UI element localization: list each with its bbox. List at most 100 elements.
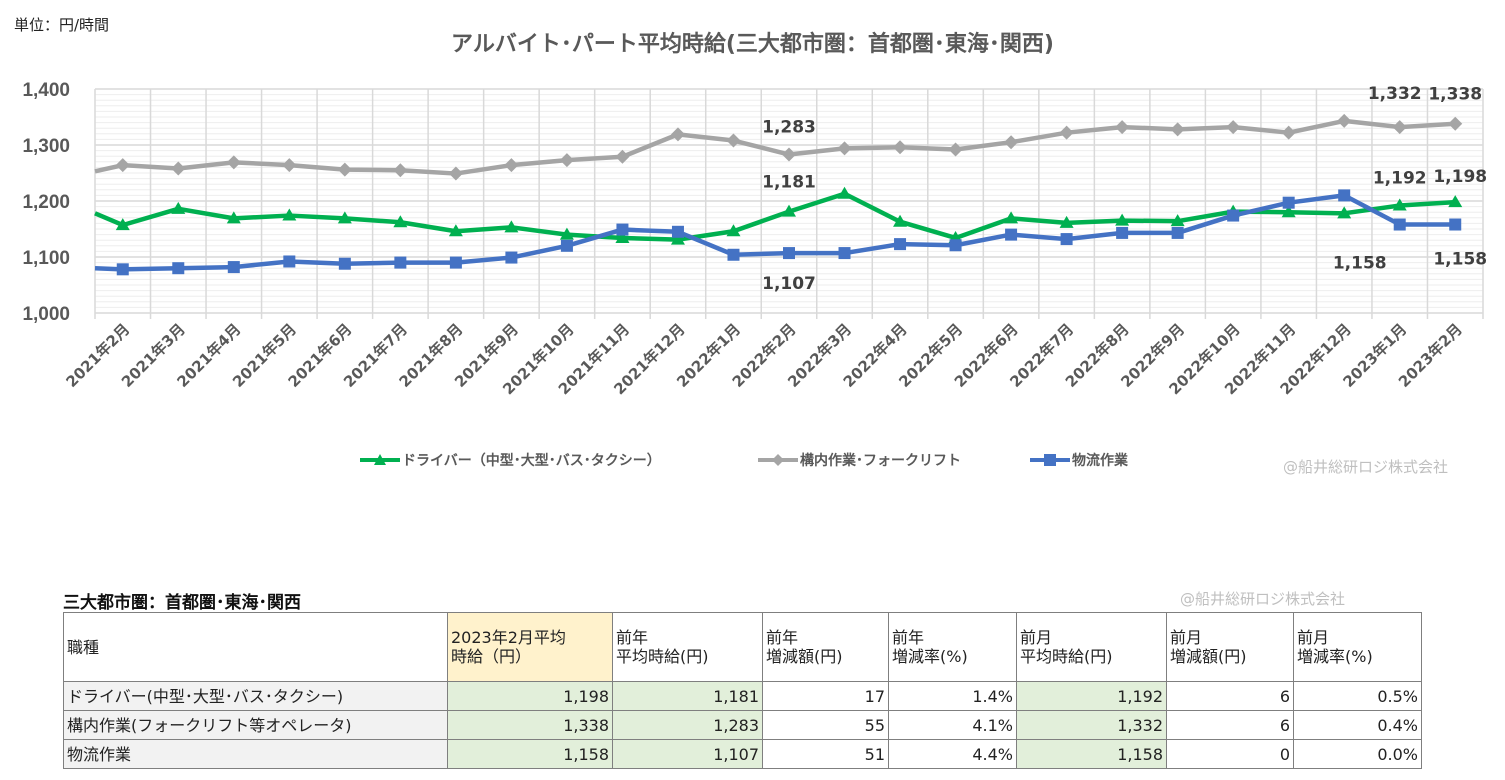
data-point-triangle [171, 201, 186, 214]
series-line [94, 118, 1456, 176]
value-cell: 1,338 [447, 710, 613, 740]
data-point-square [1171, 226, 1184, 239]
data-point-square [283, 255, 296, 268]
data-point-square [449, 256, 462, 269]
table-header-row: 職種 2023年2月平均 時給（円） 前年 平均時給(円) 前年 増減額(円) … [63, 612, 1422, 682]
data-point-diamond [1170, 122, 1185, 137]
data-point-square [1227, 209, 1240, 222]
data-point-triangle [1392, 198, 1407, 211]
data-point-square [116, 263, 129, 276]
value-cell: 0.0% [1293, 739, 1422, 769]
data-label: 1,158 [1433, 250, 1487, 270]
data-point-triangle [337, 211, 352, 224]
data-point-square [1005, 228, 1018, 241]
data-point-diamond [1226, 120, 1241, 135]
data-point-triangle [226, 211, 241, 224]
job-type-cell: 物流作業 [63, 739, 448, 769]
value-cell: 1,283 [612, 710, 763, 740]
data-point-diamond [337, 162, 352, 177]
data-label: 1,332 [1368, 84, 1422, 104]
data-point-diamond [837, 141, 852, 156]
data-point-diamond [1115, 120, 1130, 135]
data-point-diamond [504, 158, 519, 173]
table-row: 構内作業(フォークリフト等オペレータ) 1,338 1,283 55 4.1% 1,332… [63, 710, 1422, 740]
data-point-square [671, 225, 684, 238]
data-point-triangle [559, 227, 574, 240]
data-point-triangle [504, 220, 519, 233]
data-point-square [727, 248, 740, 261]
data-point-triangle [1281, 205, 1296, 218]
value-cell: 4.4% [888, 739, 1017, 769]
data-label: 1,283 [762, 118, 816, 138]
data-label: 1,158 [1333, 254, 1387, 274]
unit-label: 単位：円/時間 [14, 16, 110, 34]
data-point-diamond [115, 158, 130, 173]
value-cell: 51 [762, 739, 889, 769]
data-point-diamond [226, 155, 241, 170]
data-point-triangle [115, 218, 130, 231]
legend-item-logistics: 物流作業 [1028, 450, 1128, 470]
data-point-square [783, 247, 795, 260]
data-point-square [505, 251, 518, 264]
data-point-triangle [1448, 195, 1463, 208]
data-point-square [394, 256, 407, 269]
legend-triangle-icon [360, 454, 400, 465]
value-cell: 6 [1166, 681, 1294, 711]
data-point-diamond [615, 149, 630, 164]
data-point-square [1338, 189, 1351, 202]
table-row: 物流作業 1,158 1,107 51 4.4% 1,158 0 0.0% [63, 739, 1422, 769]
value-cell: 1.4% [888, 681, 1017, 711]
value-cell: 0 [1166, 739, 1294, 769]
y-tick-label: 1,200 [22, 192, 70, 213]
data-point-diamond [1281, 125, 1296, 140]
data-point-diamond [726, 133, 741, 148]
data-label: 1,198 [1433, 167, 1487, 187]
value-cell: 1,158 [1016, 739, 1167, 769]
data-point-square [560, 239, 573, 252]
header-cell: 2023年2月平均 時給（円） [447, 612, 613, 682]
header-cell: 前月 増減額(円) [1166, 612, 1294, 682]
data-point-diamond [782, 147, 796, 162]
header-cell: 前年 増減率(%) [888, 612, 1017, 682]
y-tick-label: 1,000 [22, 304, 70, 325]
header-cell: 職種 [63, 612, 448, 682]
y-tick-label: 1,300 [22, 136, 70, 157]
data-point-triangle [448, 224, 463, 237]
data-point-diamond [171, 161, 186, 176]
value-cell: 17 [762, 681, 889, 711]
data-point-square [1060, 233, 1073, 246]
chart-credit: @船井総研ロジ株式会社 [1283, 458, 1449, 476]
data-point-triangle [1337, 206, 1352, 219]
data-point-triangle [837, 186, 852, 199]
legend-item-driver: ドライバー（中型･大型･バス･タクシー） [358, 450, 661, 470]
legend-square-icon [1030, 454, 1070, 466]
data-point-diamond [282, 158, 297, 173]
data-label: 1,181 [762, 173, 816, 193]
header-cell: 前月 平均時給(円) [1016, 612, 1167, 682]
data-point-diamond [893, 140, 908, 155]
value-cell: 1,198 [447, 681, 613, 711]
data-point-triangle [782, 204, 796, 217]
data-point-triangle [893, 214, 908, 227]
data-point-triangle [282, 208, 297, 221]
data-point-triangle [1004, 211, 1019, 224]
legend-diamond-icon [758, 454, 798, 466]
value-cell: 55 [762, 710, 889, 740]
data-point-diamond [448, 166, 463, 181]
data-point-diamond [1059, 125, 1074, 140]
legend-label: ドライバー（中型･大型･バス･タクシー） [402, 453, 661, 469]
header-cell: 前年 平均時給(円) [612, 612, 763, 682]
job-type-cell: 構内作業(フォークリフト等オペレータ) [63, 710, 448, 740]
value-cell: 1,332 [1016, 710, 1167, 740]
data-point-square [227, 261, 240, 274]
data-point-diamond [559, 153, 574, 168]
data-point-triangle [1115, 213, 1130, 226]
data-point-triangle [1059, 215, 1074, 228]
line-chart: 1,0001,1001,2001,3001,4002021年2月2021年3月2… [22, 80, 1487, 398]
job-type-cell: ドライバー(中型･大型･バス･タクシー) [63, 681, 448, 711]
data-point-square [1449, 218, 1462, 231]
value-cell: 0.4% [1293, 710, 1422, 740]
chart-title: アルバイト･パート平均時給(三大都市圏：首都圏･東海･関西) [451, 32, 1054, 57]
value-cell: 1,192 [1016, 681, 1167, 711]
